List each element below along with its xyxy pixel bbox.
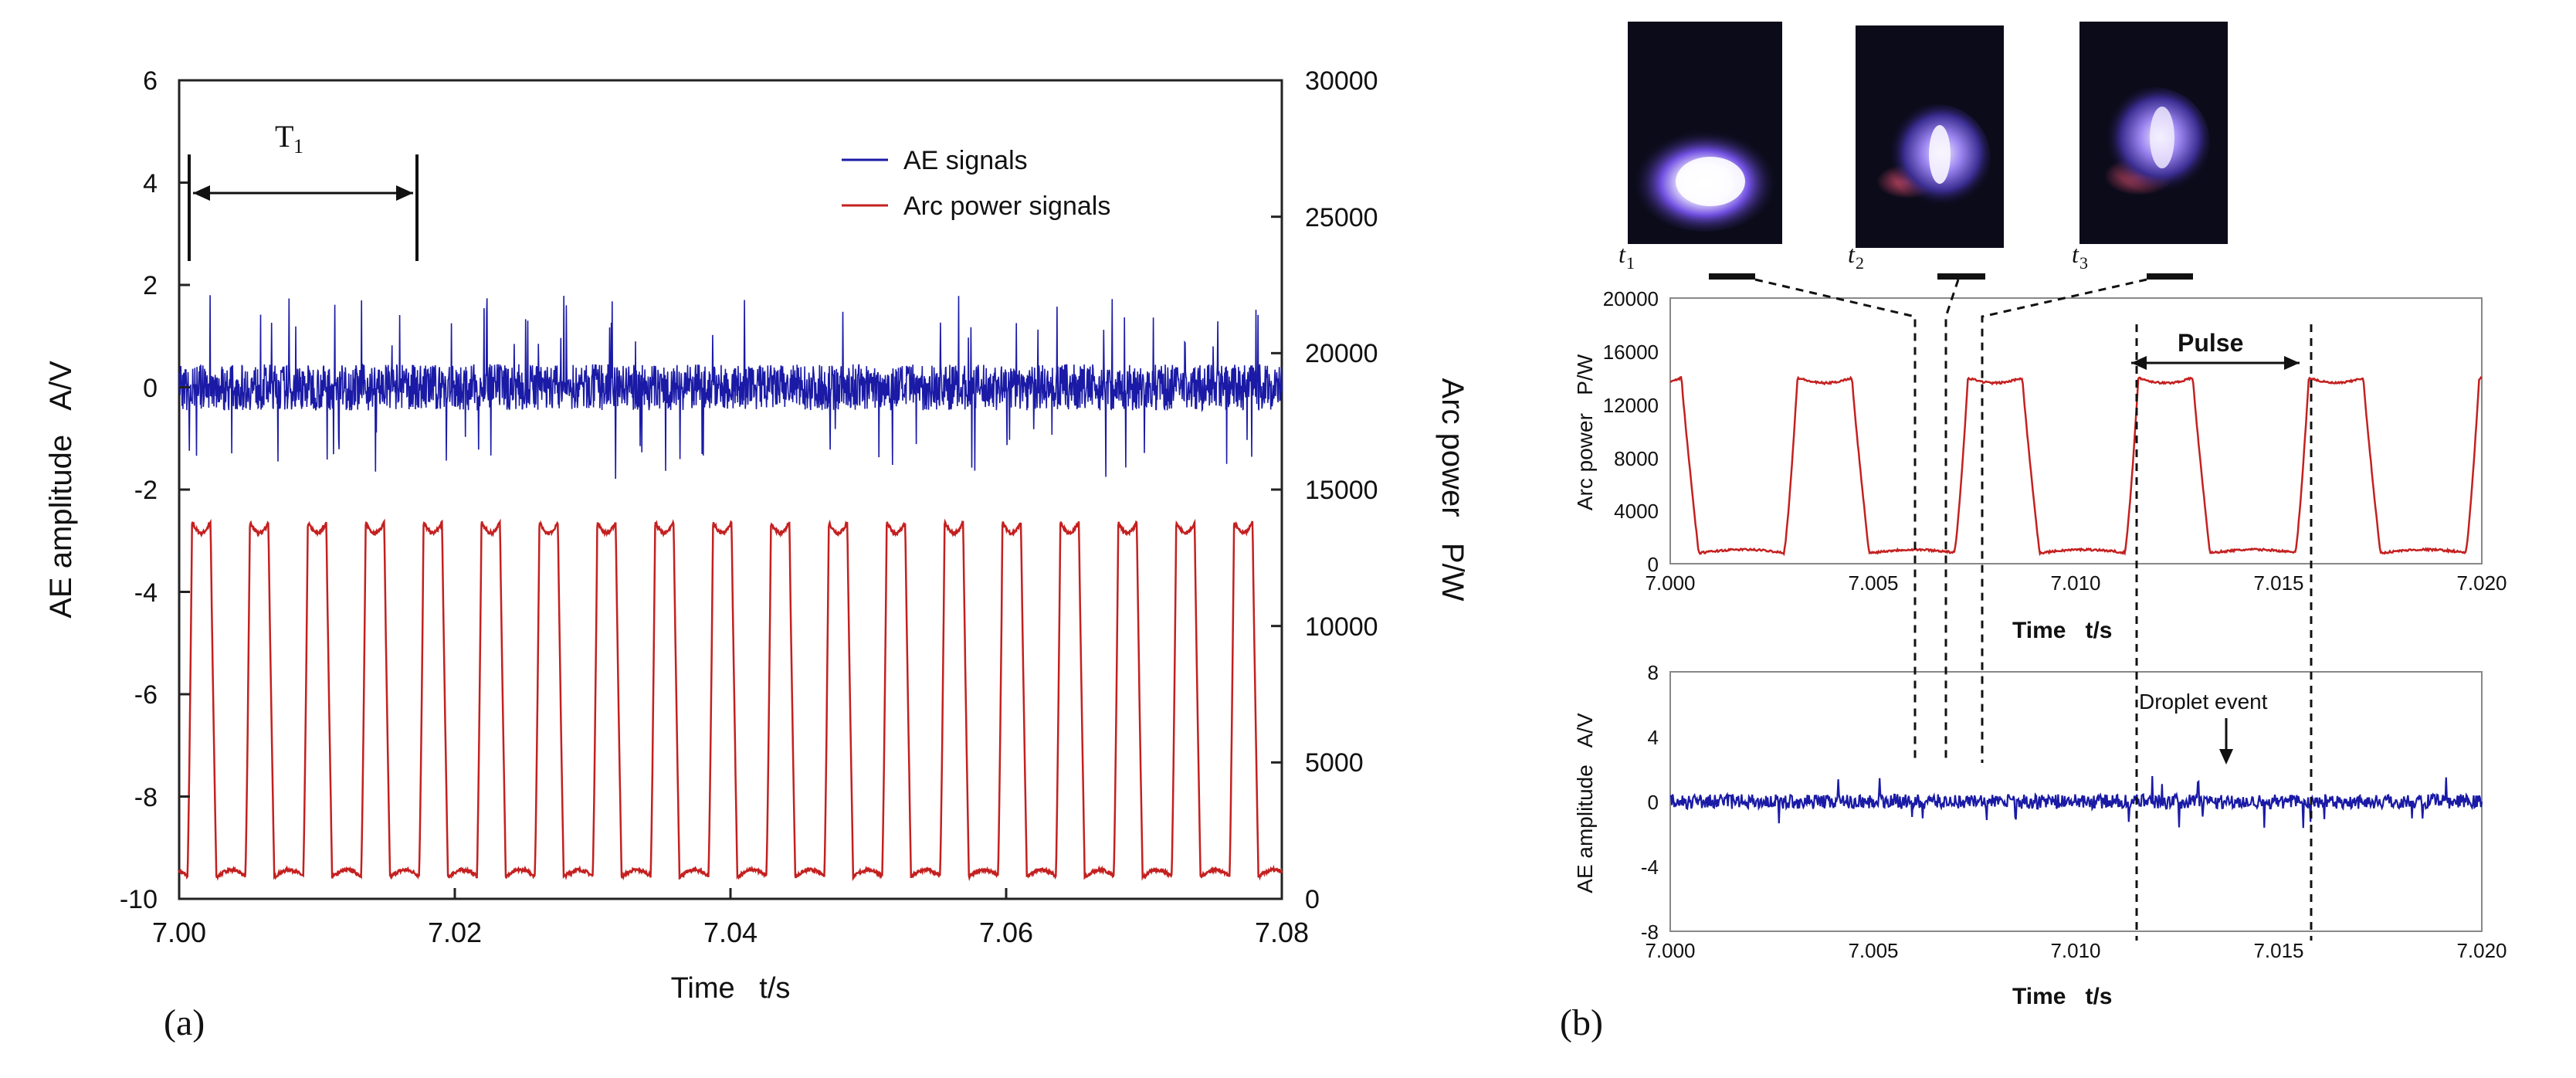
pulse-arrow-head-right (2284, 356, 2300, 370)
t1-label: T (275, 119, 293, 154)
b-ae-line (1669, 775, 2483, 829)
panel-a-x-tick-1: 7.02 (428, 917, 482, 948)
panel-a-y-left-tick-6: -6 (134, 680, 158, 710)
photo-t3-bar (2147, 273, 2193, 280)
pulse-arrow-head-left (2131, 356, 2147, 370)
power-line (178, 518, 1283, 882)
photo-label-t2: t (1848, 240, 1856, 268)
b-power-line (1669, 375, 2483, 557)
panel-a-y-left-tick-1: 4 (143, 169, 158, 198)
panel-a-y-left-tick-3: 0 (143, 374, 158, 403)
b1-y-tick-4: 4000 (1614, 500, 1659, 523)
panel-a-y-right-ticks (1271, 79, 1282, 900)
panel-a-y-right-tick-5: 5000 (1305, 748, 1364, 778)
b1-y-tick-3: 8000 (1614, 447, 1659, 470)
b2-y-axis-label: AE amplitude A/V (1573, 713, 1597, 893)
b2-y-tick-4: -8 (1641, 920, 1659, 944)
panel-a-y-right-tick-1: 25000 (1305, 203, 1378, 232)
photo-label-t1: t (1618, 240, 1626, 268)
droplet-label: Droplet event (2139, 690, 2268, 714)
panel-b-power-series (1669, 375, 2483, 557)
panel-b-ae-frame (1669, 671, 2483, 932)
b2-x-axis-label: Time t/s (2012, 984, 2113, 1009)
b1-y-tick-0: 20000 (1603, 287, 1659, 310)
photo-t1 (1628, 22, 1782, 244)
panel-a-y-right-tick-4: 10000 (1305, 612, 1378, 642)
t1-arrow-head-right (396, 185, 413, 201)
b1-x-tick-2: 7.010 (2050, 571, 2100, 595)
panel-a-y-left-tick-8: -10 (120, 885, 158, 914)
panel-a-x-tick-4: 7.08 (1255, 917, 1309, 948)
panel-a-x-axis-label: Time t/s (671, 972, 791, 1005)
panel-a-x-ticks (178, 888, 1283, 899)
panel-a-label: (a) (164, 1002, 205, 1043)
panel-a-plot-frame (178, 79, 1283, 900)
droplet-arrow-head (2219, 749, 2233, 764)
panel-a-x-tick-0: 7.00 (152, 917, 206, 948)
b1-x-tick-3: 7.015 (2253, 571, 2303, 595)
b2-x-tick-3: 7.015 (2253, 939, 2303, 962)
t1-arrow-head-left (193, 185, 210, 201)
panel-a-y-left-ticks (179, 79, 190, 900)
panel-a-y-right-tick-6: 0 (1305, 885, 1320, 914)
photo-t3 (2079, 22, 2228, 244)
panel-a-y-right-tick-2: 20000 (1305, 339, 1378, 368)
connector-t1 (1754, 278, 1917, 763)
b1-y-axis-label: Arc power P/W (1573, 354, 1597, 510)
panel-a-y-right-tick-3: 15000 (1305, 476, 1378, 505)
b2-x-tick-2: 7.010 (2050, 939, 2100, 962)
connector-t3 (1981, 278, 2147, 763)
photo-t1-bar (1709, 273, 1755, 280)
b1-x-tick-0: 7.000 (1645, 571, 1695, 595)
legend-ae-label: AE signals (903, 146, 1028, 175)
ae-line (178, 295, 1283, 480)
panel-b-ae-series (1669, 775, 2483, 829)
b1-y-tick-1: 16000 (1603, 341, 1659, 364)
b1-y-tick-2: 12000 (1603, 394, 1659, 417)
panel-b-power-frame (1669, 297, 2483, 564)
dashed-connectors (1754, 278, 2313, 941)
photo-t2 (1856, 25, 2004, 248)
panel-a-y-left-tick-2: 2 (143, 271, 158, 300)
b1-x-tick-4: 7.020 (2456, 571, 2507, 595)
panel-b: t 1 t 2 t 3 20000 16000 12000 8000 4000 … (1560, 22, 2507, 1043)
legend-power-label: Arc power signals (903, 192, 1110, 221)
b2-y-tick-2: 0 (1648, 791, 1659, 814)
panel-a-x-tick-3: 7.06 (979, 917, 1033, 948)
b2-y-tick-3: -4 (1641, 856, 1659, 879)
photo-t2-bar (1937, 273, 1985, 280)
panel-a-x-tick-2: 7.04 (703, 917, 758, 948)
b2-x-tick-1: 7.005 (1848, 939, 1898, 962)
panel-a: 7.00 7.02 7.04 7.06 7.08 6 4 2 0 -2 -4 -… (44, 66, 1469, 1043)
b2-y-tick-0: 8 (1648, 661, 1659, 684)
panel-a-y-left-tick-4: -2 (134, 476, 158, 505)
panel-a-y-left-tick-0: 6 (143, 66, 158, 96)
panel-a-power-series (178, 518, 1283, 882)
b1-y-tick-5: 0 (1648, 553, 1659, 576)
b2-y-tick-1: 4 (1648, 726, 1659, 749)
panel-a-y-left-tick-7: -8 (134, 783, 158, 812)
b1-x-axis-label: Time t/s (2012, 618, 2113, 643)
panel-a-y-left-tick-5: -4 (134, 578, 158, 608)
b1-x-tick-1: 7.005 (1848, 571, 1898, 595)
panel-a-ae-series (178, 295, 1283, 480)
pulse-label: Pulse (2178, 329, 2243, 357)
connector-t2 (1944, 279, 1960, 763)
panel-a-y-right-axis-label: Arc power P/W (1435, 378, 1469, 602)
t1-subscript: 1 (293, 135, 303, 158)
b2-x-tick-0: 7.000 (1645, 939, 1695, 962)
b2-x-tick-4: 7.020 (2456, 939, 2507, 962)
panel-a-y-left-axis-label: AE amplitude A/V (44, 361, 78, 619)
panel-b-label: (b) (1560, 1002, 1603, 1043)
photo-label-t3: t (2072, 240, 2079, 268)
photo-label-t2-sub: 2 (1856, 253, 1864, 273)
photo-label-t3-sub: 3 (2079, 253, 2088, 273)
panel-a-y-right-tick-0: 30000 (1305, 66, 1378, 96)
photo-label-t1-sub: 1 (1626, 253, 1635, 273)
